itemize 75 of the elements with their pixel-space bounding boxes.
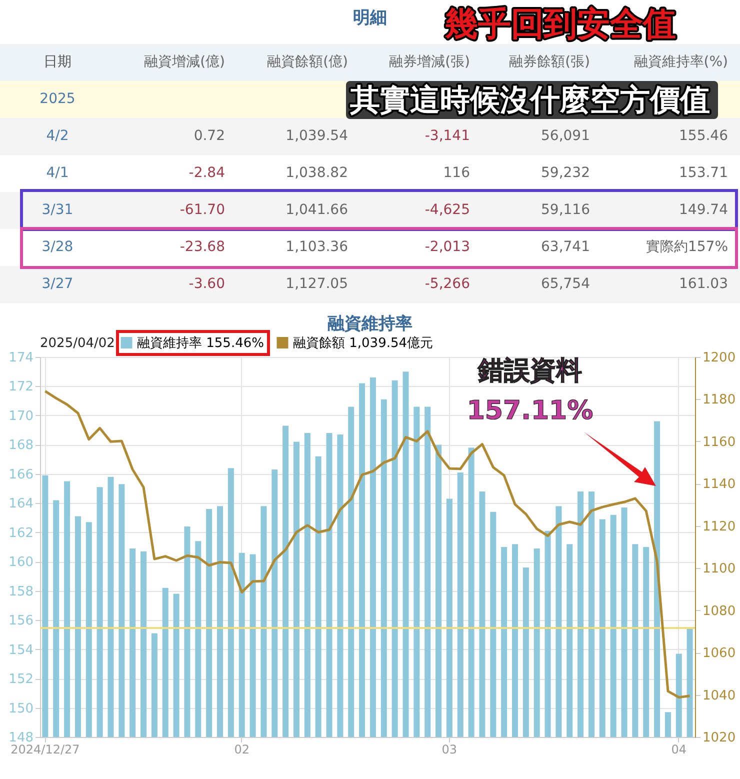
y-tick-label: 162: [8, 526, 34, 541]
text: -5,266: [424, 275, 470, 294]
y-tick-label: 164: [8, 496, 34, 512]
text: 3/28: [40, 238, 74, 257]
y-tick-label: 166: [8, 467, 34, 482]
text: 融券增減(張): [389, 53, 470, 72]
text: 4/1: [45, 164, 70, 183]
text: 融資維持率(%): [634, 53, 728, 72]
text: 4/2: [45, 127, 70, 146]
y2-tick-label: 1100: [702, 562, 736, 577]
text: 明細: [353, 8, 387, 28]
y-tick-label: 154: [8, 642, 34, 658]
text: 59,232: [541, 164, 590, 183]
y2-tick-label: 1200: [702, 350, 736, 366]
text: -2,013: [424, 238, 470, 257]
y-tick-label: 172: [8, 380, 34, 395]
text: 融券餘額(張): [509, 53, 590, 72]
text: -3.60: [188, 275, 225, 294]
x-tick-label: 03: [442, 742, 458, 756]
text: 實際約157%: [646, 238, 728, 257]
y-tick-label: 152: [8, 672, 34, 688]
y2-tick-label: 1080: [702, 604, 736, 619]
text: 日期: [42, 53, 72, 72]
legend-title: 2025/04/02: [40, 336, 115, 351]
text: -3,141: [424, 127, 470, 146]
chart-title: 融資維持率: [326, 313, 414, 336]
text: -61.70: [180, 201, 225, 220]
y2-tick-label: 1160: [702, 434, 736, 450]
text: 56,091: [541, 127, 590, 146]
x-tick-label: 04: [671, 742, 687, 756]
text: -23.68: [180, 238, 225, 257]
y-tick-label: 160: [8, 555, 34, 570]
y-tick-label: 170: [8, 408, 34, 424]
y-tick-label: 148: [8, 730, 34, 746]
y2-tick-label: 1180: [702, 392, 736, 408]
y-tick-label: 150: [8, 701, 34, 716]
y2-tick-label: 1020: [702, 730, 736, 746]
text: -2.84: [188, 164, 225, 183]
text: 153.71: [679, 164, 728, 183]
text: 幾乎回到安全值: [444, 4, 676, 43]
y-tick-label: 156: [8, 614, 34, 629]
line-series: [44, 390, 692, 699]
text: 155.46: [679, 127, 728, 146]
x-tick-label: 2024/12/27: [10, 742, 80, 756]
text: -4,625: [424, 201, 470, 220]
text: 65,754: [541, 275, 590, 294]
text: 融資餘額(億): [267, 53, 348, 72]
y-tick-label: 174: [8, 350, 34, 366]
annotation: 157.11%: [466, 396, 594, 426]
y2-tick-label: 1120: [702, 519, 736, 534]
text: 1,041.66: [286, 201, 348, 220]
text: 63,741: [541, 238, 590, 257]
text: 融資增減(億): [144, 53, 225, 72]
y2-tick-label: 1140: [702, 477, 736, 492]
text: 0.72: [194, 127, 225, 146]
text: 116: [443, 164, 470, 183]
x-tick-label: 02: [234, 742, 250, 756]
annotation: 錯誤資料: [477, 356, 582, 386]
y2-tick-label: 1060: [702, 646, 736, 662]
legend-label: 融資餘額 1,039.54億元: [293, 336, 434, 351]
text: 59,116: [541, 201, 590, 220]
text: 3/31: [40, 201, 74, 220]
text: 149.74: [679, 201, 728, 220]
y2-tick-label: 1040: [702, 688, 736, 704]
y-tick-label: 168: [8, 438, 34, 454]
text: 2025: [38, 90, 76, 109]
y-tick-label: 158: [8, 584, 34, 600]
text: 1,039.54: [286, 127, 348, 146]
text: 3/27: [40, 275, 74, 294]
text: 其實這時候沒什麼空方價值: [349, 83, 710, 118]
legend-label: 融資維持率 155.46%: [137, 334, 264, 351]
text: 1,038.82: [286, 164, 348, 183]
text: 1,127.05: [286, 275, 348, 294]
text: 1,103.36: [286, 238, 348, 257]
text: 161.03: [679, 275, 728, 294]
